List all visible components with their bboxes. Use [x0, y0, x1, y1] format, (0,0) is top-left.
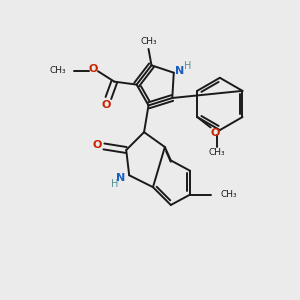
Text: H: H: [111, 179, 118, 189]
Text: CH₃: CH₃: [141, 37, 158, 46]
Text: CH₃: CH₃: [220, 190, 237, 199]
Text: O: O: [89, 64, 98, 74]
Text: CH₃: CH₃: [208, 148, 225, 157]
Text: O: O: [101, 100, 111, 110]
Text: N: N: [116, 173, 125, 183]
Text: H: H: [184, 61, 192, 71]
Text: N: N: [175, 66, 184, 76]
Text: CH₃: CH₃: [49, 66, 66, 75]
Text: O: O: [210, 128, 220, 138]
Text: O: O: [93, 140, 102, 150]
